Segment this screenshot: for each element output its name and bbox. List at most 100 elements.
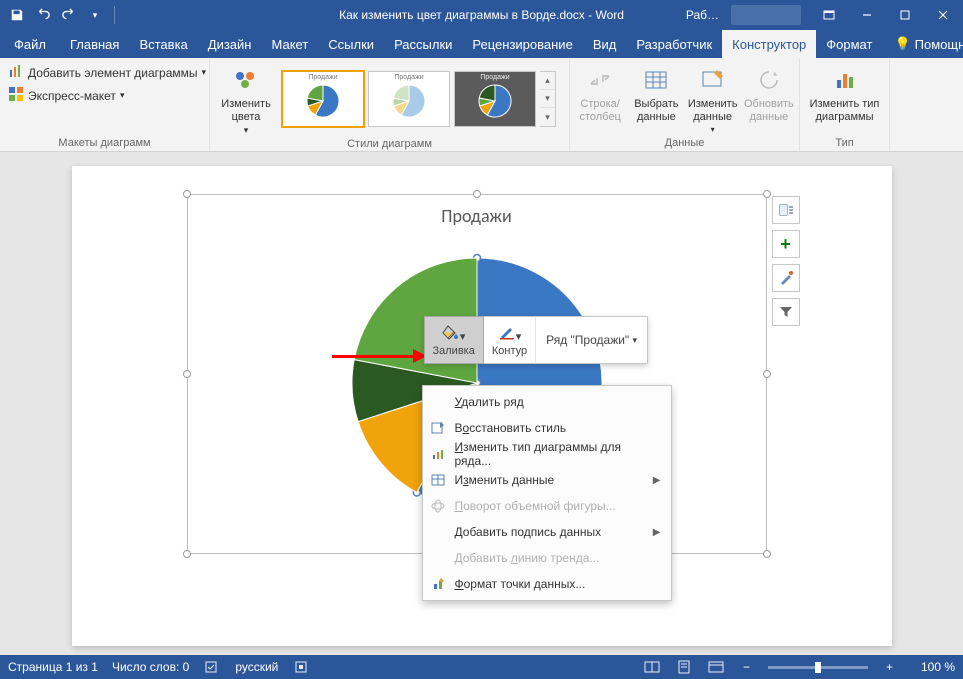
print-layout-icon[interactable]	[675, 658, 693, 676]
fill-button[interactable]: ▾ Заливка	[424, 316, 484, 364]
web-layout-icon[interactable]	[707, 658, 725, 676]
submenu-arrow-icon: ▶	[653, 527, 661, 538]
save-icon[interactable]	[6, 4, 28, 26]
resize-handle[interactable]	[183, 190, 191, 198]
tab-layout[interactable]: Макет	[261, 30, 318, 58]
zoom-in-button[interactable]: +	[882, 660, 897, 674]
context-menu-label: Изменить тип диаграммы для ряда...	[455, 440, 661, 468]
context-menu-label: Добавить подпись данных	[455, 525, 602, 539]
blank-icon	[429, 523, 447, 541]
context-menu-label: Удалить ряд	[455, 395, 524, 409]
select-data-label: Выбрать данные	[630, 98, 682, 123]
spellcheck-icon[interactable]	[203, 658, 221, 676]
resize-handle[interactable]	[183, 550, 191, 558]
resize-handle[interactable]	[473, 190, 481, 198]
gallery-more-icon[interactable]: ▾	[540, 108, 555, 125]
context-menu-item[interactable]: Удалить ряд	[423, 389, 671, 415]
fill-icon: ▾	[442, 324, 466, 343]
tab-home[interactable]: Главная	[60, 30, 129, 58]
document-title: Как изменить цвет диаграммы в Ворде.docx…	[339, 8, 624, 22]
group-chart-styles: Изменить цвета▾ Продажи Продажи Продажи …	[210, 58, 570, 151]
context-menu-label: Восстановить стиль	[455, 421, 567, 435]
change-colors-icon	[230, 64, 262, 96]
status-page[interactable]: Страница 1 из 1	[8, 660, 98, 674]
tab-view[interactable]: Вид	[583, 30, 627, 58]
tell-me[interactable]: 💡Помощн	[884, 30, 963, 58]
outline-button[interactable]: ▾ Контур	[484, 317, 535, 363]
context-menu-item[interactable]: Добавить подпись данных ▶	[423, 519, 671, 545]
select-data-icon	[640, 64, 672, 96]
change-colors-button[interactable]: Изменить цвета▾	[214, 62, 278, 136]
undo-icon[interactable]	[32, 4, 54, 26]
style-thumb-1[interactable]: Продажи	[282, 71, 364, 127]
outline-icon: ▾	[498, 324, 522, 343]
tab-file[interactable]: Файл	[0, 30, 60, 58]
change-chart-type-button[interactable]: Изменить тип диаграммы	[805, 62, 885, 123]
maximize-icon[interactable]	[889, 0, 921, 30]
minimize-icon[interactable]	[851, 0, 883, 30]
tab-review[interactable]: Рецензирование	[462, 30, 582, 58]
lightbulb-icon: 💡	[894, 36, 910, 52]
tab-insert[interactable]: Вставка	[129, 30, 197, 58]
separator	[114, 6, 115, 24]
series-dropdown[interactable]: Ряд "Продажи" ▾	[535, 317, 647, 363]
annotation-arrow	[332, 352, 427, 360]
context-menu-item[interactable]: Изменить данные▶	[423, 467, 671, 493]
select-data-button[interactable]: Выбрать данные	[630, 62, 682, 123]
macro-icon[interactable]	[292, 658, 310, 676]
refresh-data-button: Обновить данные	[743, 62, 795, 123]
page: Продажи ■ Кв + ▾ Заливка ▾	[72, 166, 892, 646]
tab-format[interactable]: Формат	[816, 30, 882, 58]
zoom-percent[interactable]: 100 %	[911, 660, 955, 674]
resize-handle[interactable]	[763, 550, 771, 558]
resize-handle[interactable]	[763, 370, 771, 378]
gallery-up-icon[interactable]: ▴	[540, 72, 555, 90]
gallery-scroll[interactable]: ▴▾▾	[540, 71, 556, 127]
submenu-arrow-icon: ▶	[653, 475, 661, 486]
tab-mailings[interactable]: Рассылки	[384, 30, 462, 58]
style-thumb-3[interactable]: Продажи	[454, 71, 536, 127]
switch-row-col-icon	[584, 64, 616, 96]
account-label[interactable]: Раб…	[686, 8, 719, 22]
redo-icon[interactable]	[58, 4, 80, 26]
chart-title[interactable]: Продажи	[188, 205, 766, 227]
zoom-slider[interactable]	[768, 666, 868, 669]
gallery-down-icon[interactable]: ▾	[540, 90, 555, 108]
edit-data-button[interactable]: Изменить данные▾	[687, 62, 739, 134]
chart-elements-button[interactable]: +	[772, 230, 800, 258]
edit-data-icon	[697, 64, 729, 96]
style-thumb-2[interactable]: Продажи	[368, 71, 450, 127]
resize-handle[interactable]	[183, 370, 191, 378]
tab-references[interactable]: Ссылки	[318, 30, 384, 58]
qat-more-icon[interactable]: ▾	[84, 4, 106, 26]
change-type-icon	[829, 64, 861, 96]
context-menu-item[interactable]: Формат точки данных...	[423, 571, 671, 597]
account-chip[interactable]	[731, 5, 801, 25]
close-icon[interactable]	[927, 0, 959, 30]
outline-label: Контур	[492, 345, 527, 357]
read-mode-icon[interactable]	[643, 658, 661, 676]
quick-layout-button[interactable]: Экспресс-макет▾	[4, 85, 210, 106]
add-chart-element-button[interactable]: Добавить элемент диаграммы▾	[4, 62, 210, 83]
ribbon-tabs: Файл Главная Вставка Дизайн Макет Ссылки…	[0, 30, 963, 58]
chart-filters-button[interactable]	[772, 298, 800, 326]
tab-design[interactable]: Дизайн	[198, 30, 262, 58]
chart-styles-button[interactable]	[772, 264, 800, 292]
context-menu-item[interactable]: Изменить тип диаграммы для ряда...	[423, 441, 671, 467]
zoom-out-button[interactable]: −	[739, 660, 754, 674]
tab-chart-design[interactable]: Конструктор	[722, 30, 816, 58]
edit-data-label: Изменить данные	[687, 98, 739, 123]
chart-style-gallery: Продажи Продажи Продажи ▴▾▾	[282, 71, 556, 127]
tab-developer[interactable]: Разработчик	[626, 30, 722, 58]
status-words[interactable]: Число слов: 0	[112, 660, 189, 674]
add-element-label: Добавить элемент диаграммы	[28, 66, 198, 80]
ribbon-display-icon[interactable]	[813, 0, 845, 30]
context-menu-item[interactable]: Восстановить стиль	[423, 415, 671, 441]
resize-handle[interactable]	[763, 190, 771, 198]
layout-options-button[interactable]	[772, 196, 800, 224]
context-menu-label: Добавить линию тренда...	[455, 551, 600, 565]
mini-toolbar: ▾ Заливка ▾ Контур Ряд "Продажи" ▾	[424, 316, 649, 364]
group-layouts-label: Макеты диаграмм	[4, 135, 205, 151]
status-language[interactable]: русский	[235, 660, 278, 674]
quick-layout-icon	[8, 86, 24, 105]
